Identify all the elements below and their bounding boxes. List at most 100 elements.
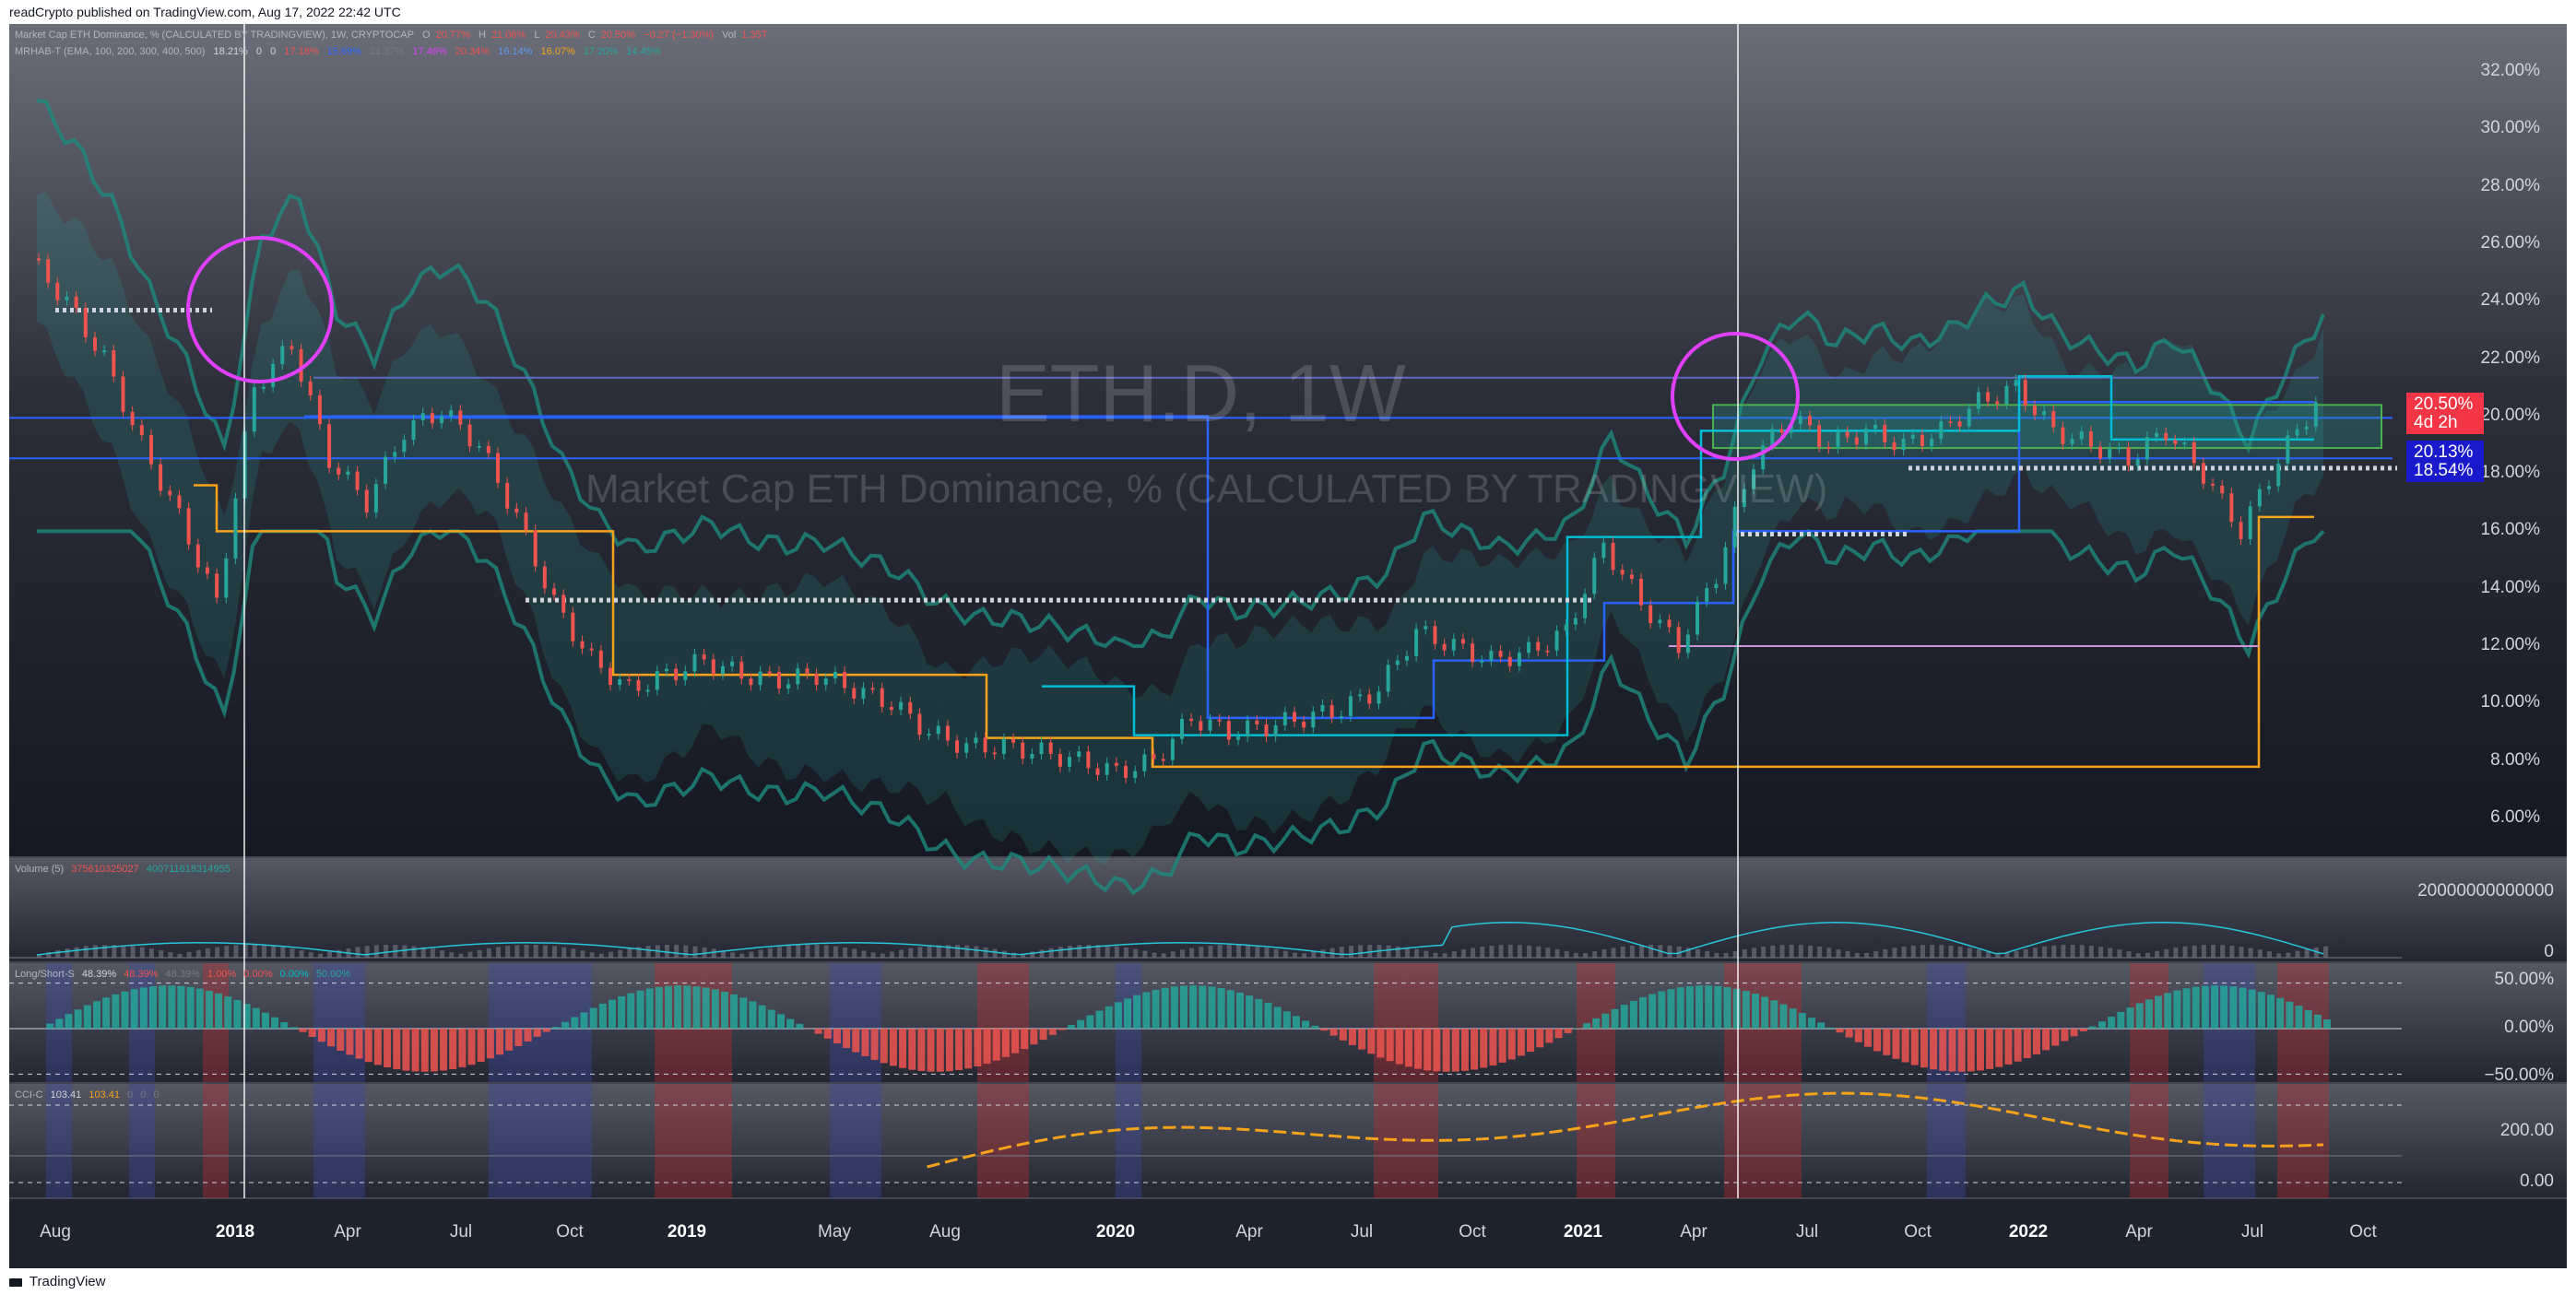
volume-bar xyxy=(355,947,360,958)
volume-bar xyxy=(2182,946,2188,958)
volume-bar xyxy=(899,949,904,958)
volume-bar xyxy=(561,947,567,958)
ls-bar xyxy=(1798,1013,1806,1029)
volume-bar xyxy=(1939,945,1944,958)
candle-body xyxy=(1133,771,1138,778)
candle-body xyxy=(683,671,688,680)
volume-bar xyxy=(2079,945,2085,958)
candle-body xyxy=(1836,431,1840,449)
candle-body xyxy=(2004,385,2009,405)
candle-body xyxy=(148,435,153,465)
ls-bar xyxy=(458,1029,467,1067)
candle-body xyxy=(168,490,172,496)
volume-bar xyxy=(1639,945,1645,958)
candle-body xyxy=(1761,445,1766,470)
ls-bar xyxy=(224,996,232,1029)
legend-ind-value-8: 16.14% xyxy=(498,46,533,57)
candle-body xyxy=(1658,619,1662,624)
volume-bar xyxy=(440,950,445,958)
ls-bar xyxy=(1161,987,1169,1029)
candle-body xyxy=(2135,459,2140,466)
time-axis-label: 2022 xyxy=(2008,1222,2049,1242)
ls-bar xyxy=(1845,1029,1853,1038)
volume-bar xyxy=(1995,953,2001,958)
ls-pane-label: Long/Short-S 48.39% 48.39% 48.39% 1.00% … xyxy=(15,969,355,980)
candle-body xyxy=(1235,736,1240,740)
candle-body xyxy=(1339,716,1343,719)
candle-body xyxy=(1920,434,1924,447)
candle-body xyxy=(37,258,41,261)
candle-body xyxy=(1967,408,1971,427)
volume-bar xyxy=(1348,945,1353,958)
candle-body xyxy=(1217,719,1222,722)
candle-body xyxy=(674,668,679,680)
volume-bar xyxy=(1507,945,1513,958)
volume-bar xyxy=(833,946,838,958)
candle-body xyxy=(2267,486,2272,489)
volume-bar xyxy=(2257,949,2263,958)
ls-bar xyxy=(1170,986,1178,1029)
candle-body xyxy=(1817,425,1822,447)
candle-body xyxy=(1854,437,1859,445)
candle-body xyxy=(983,737,987,753)
legend-ind-value-9: 16.07% xyxy=(540,46,575,57)
candle-body xyxy=(1433,626,1437,644)
ls-bar xyxy=(1339,1029,1347,1041)
price-axis-label: 32.00% xyxy=(2480,61,2540,80)
candle-body xyxy=(786,684,791,689)
candle-body xyxy=(758,671,762,686)
legend-ind-value-5: 21.37% xyxy=(370,46,405,57)
volume-bar xyxy=(1564,950,1569,958)
volume-bar xyxy=(1386,945,1391,958)
candle-body xyxy=(1883,424,1887,442)
legend-line-1: Market Cap ETH Dominance, % (CALCULATED … xyxy=(15,29,773,41)
ls-bar xyxy=(1507,1029,1516,1060)
volume-bar xyxy=(936,945,941,958)
volume-bar xyxy=(364,946,370,958)
candle-body xyxy=(1752,469,1755,489)
ls-bar xyxy=(702,987,710,1029)
legend-ind-value-2: 0 xyxy=(270,46,277,57)
volume-bar xyxy=(524,945,529,958)
candle-body xyxy=(1742,489,1746,507)
candle-body xyxy=(1770,429,1775,446)
candle-body xyxy=(2239,522,2243,540)
ls-bar xyxy=(337,1029,345,1051)
annotation-circle-2021 xyxy=(1671,332,1800,461)
ls-bar xyxy=(2229,986,2238,1029)
candle-body xyxy=(337,467,341,475)
candle-body xyxy=(627,678,632,681)
candle-body xyxy=(271,363,276,387)
candle-body xyxy=(1302,721,1306,728)
volume-bar xyxy=(2088,945,2094,958)
chart-canvas[interactable] xyxy=(9,24,2567,1268)
volume-bar xyxy=(1723,952,1729,958)
legend-c-label: C xyxy=(587,29,596,41)
time-axis-label: Oct xyxy=(1459,1222,1486,1242)
ls-bar xyxy=(767,1009,775,1029)
candle-body xyxy=(402,440,407,453)
legend-vol-value: 1.35T xyxy=(741,29,768,41)
chart-area[interactable]: ETH.D, 1W Market Cap ETH Dominance, % (C… xyxy=(9,24,2567,1268)
ls-bar xyxy=(796,1023,804,1029)
volume-bar xyxy=(2164,948,2169,958)
volume-bar xyxy=(609,951,613,958)
ls-bar xyxy=(1714,985,1722,1029)
ls-bar xyxy=(880,1029,888,1064)
volume-bar xyxy=(758,949,763,958)
volume-bar xyxy=(467,951,473,958)
legend-ind-value-6: 17.46% xyxy=(412,46,447,57)
time-axis-bg xyxy=(9,1198,2567,1268)
time-axis-label: Oct xyxy=(556,1222,584,1242)
candle-body xyxy=(205,567,209,574)
volume-bar xyxy=(786,946,792,958)
ls-bar xyxy=(2220,985,2228,1029)
candle-body xyxy=(2070,439,2074,444)
legend-ind-value-7: 20.34% xyxy=(455,46,490,57)
volume-label: Volume (5) xyxy=(15,864,65,875)
candle-body xyxy=(711,659,715,675)
candle-body xyxy=(1180,718,1184,739)
ls-bar xyxy=(252,1007,260,1029)
candle-body xyxy=(121,376,125,412)
ls-bar xyxy=(739,997,748,1029)
